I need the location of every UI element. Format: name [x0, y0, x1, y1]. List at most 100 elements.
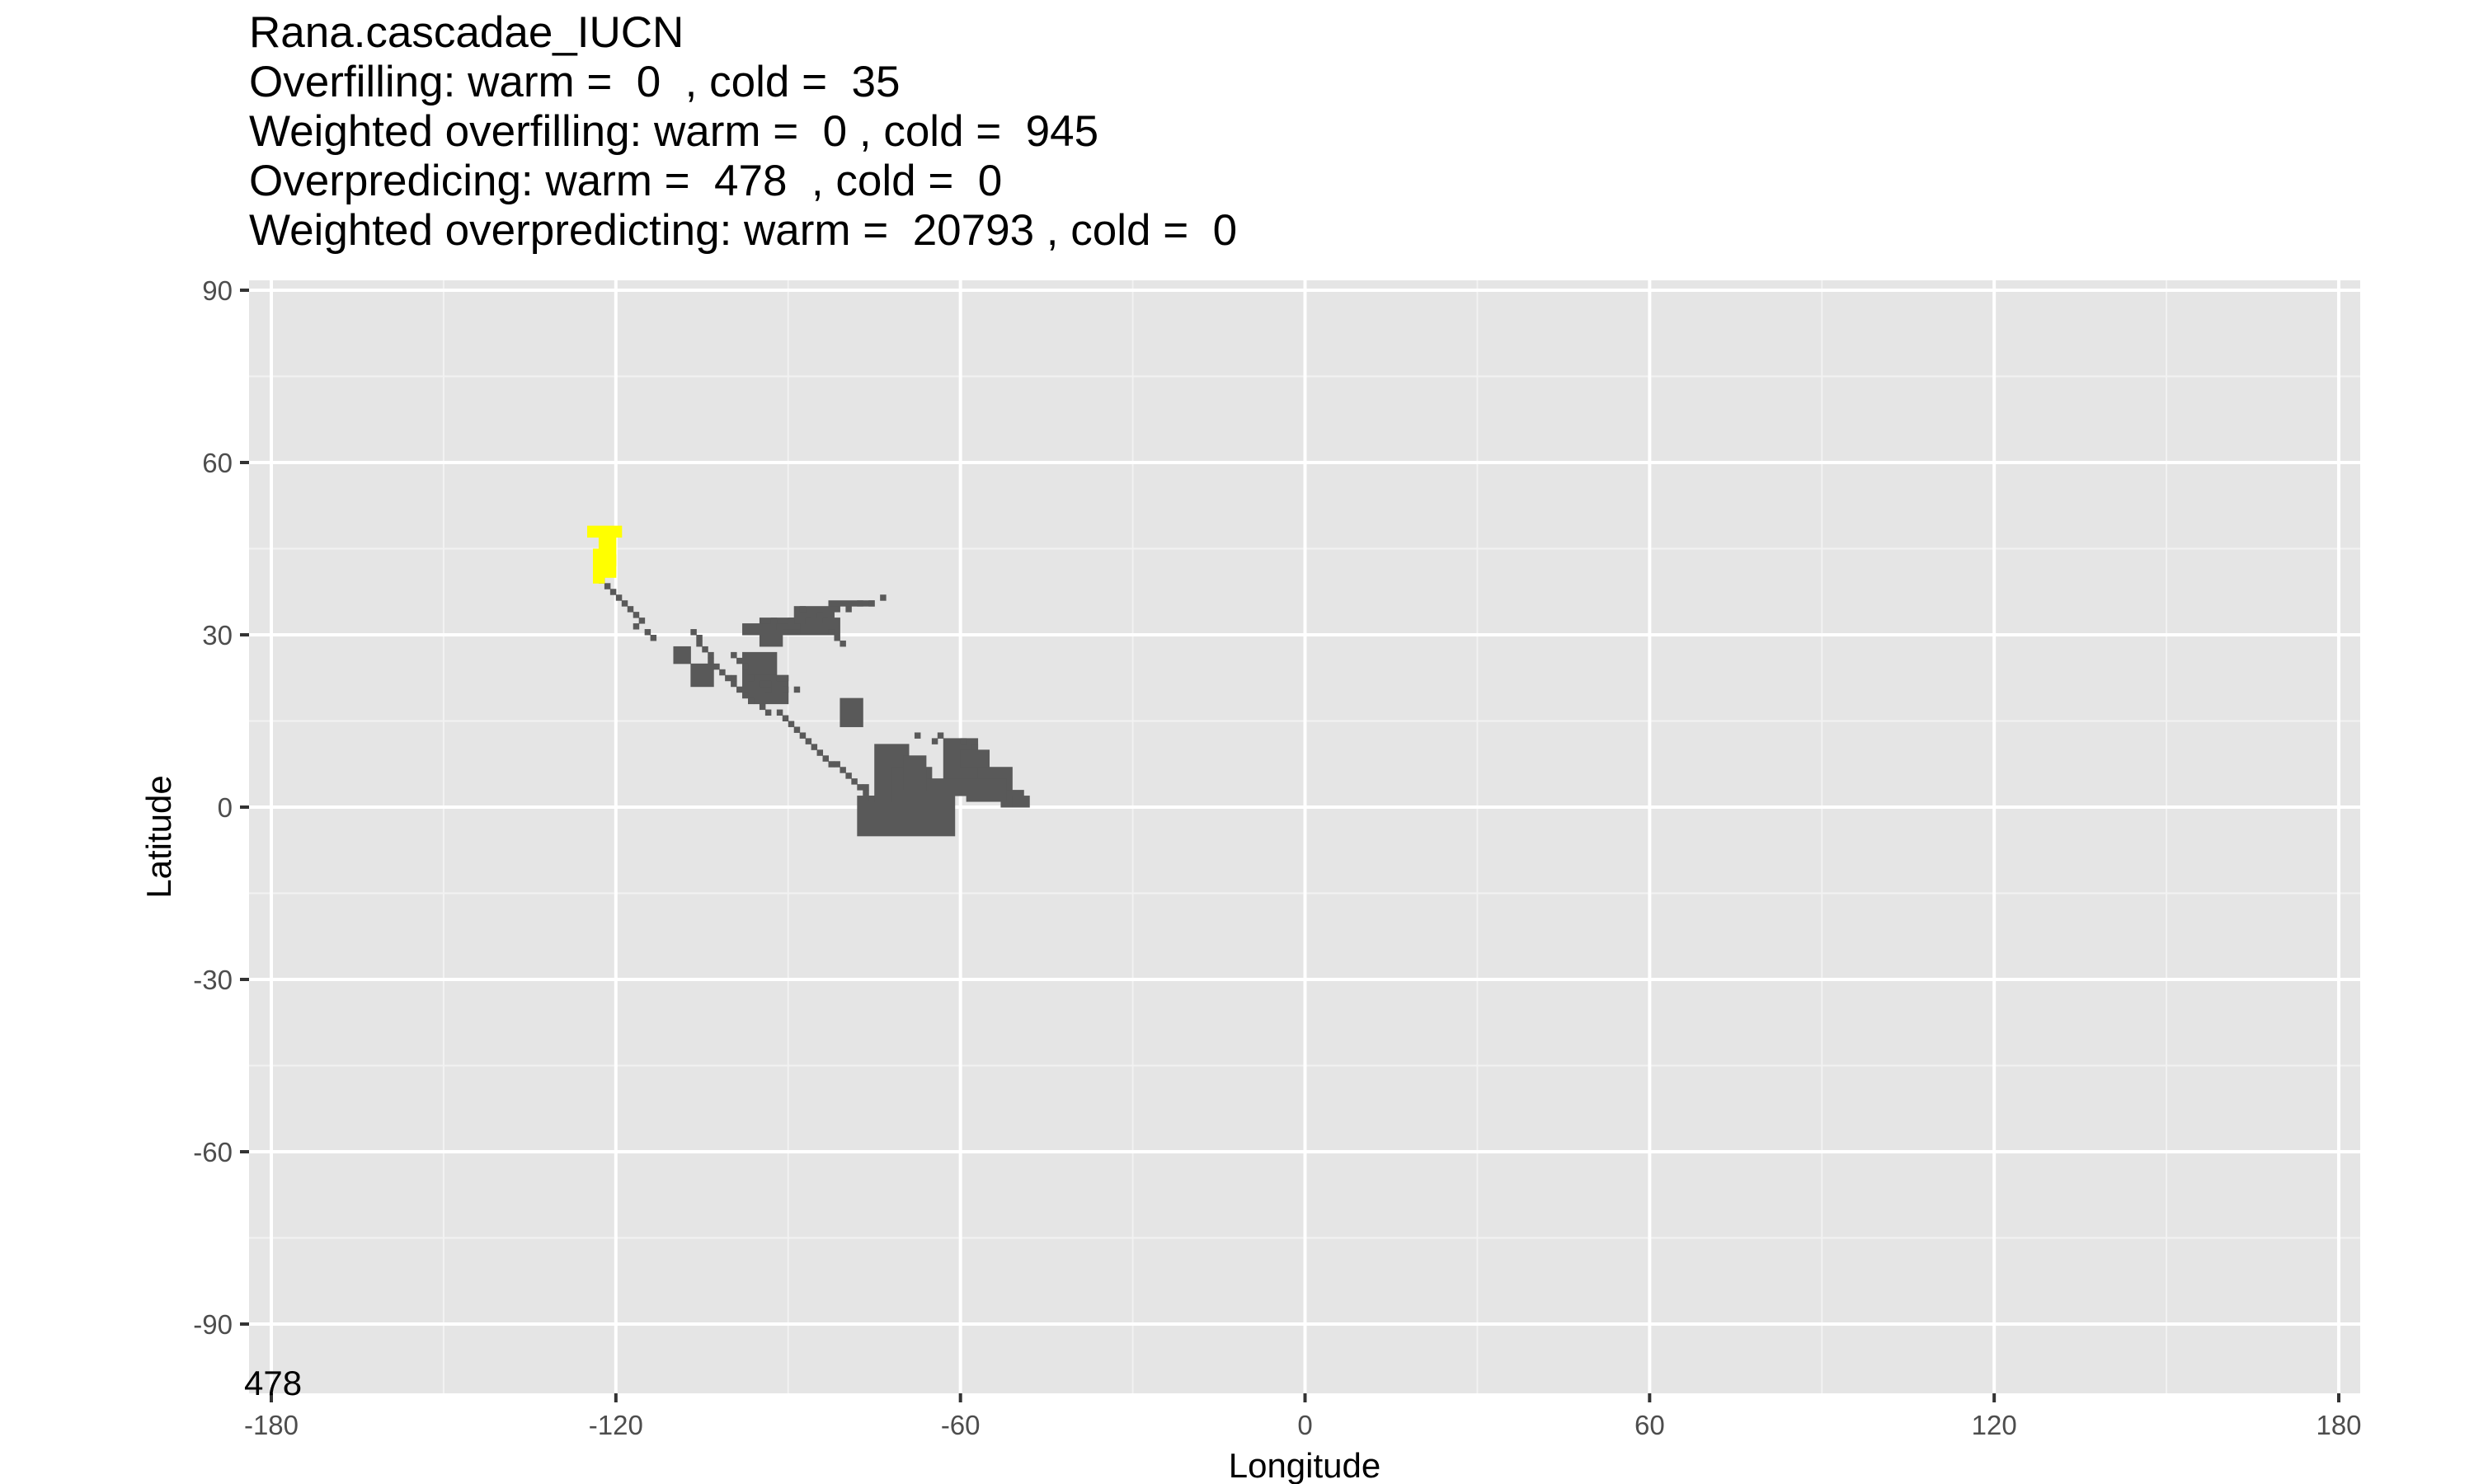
- x-tick-label: 60: [1634, 1410, 1665, 1440]
- range-cell-block: [1012, 796, 1030, 808]
- range-cell: [816, 749, 824, 756]
- range-cell: [748, 674, 755, 682]
- range-cell: [719, 669, 726, 676]
- x-tick-label: 120: [1972, 1410, 2017, 1440]
- overfill-cell-block: [592, 548, 605, 578]
- range-cell: [822, 618, 829, 624]
- range-cell: [805, 618, 812, 624]
- range-cell: [621, 600, 628, 607]
- y-axis-title: Latitude: [139, 775, 178, 898]
- y-tick-label: 60: [202, 448, 233, 478]
- y-tick-label: -90: [193, 1309, 233, 1340]
- range-cell-block: [828, 600, 875, 607]
- range-cell: [776, 623, 783, 630]
- range-cell: [793, 629, 801, 636]
- range-cell: [880, 594, 887, 601]
- y-tick-label: 30: [202, 620, 233, 650]
- subtitle-overfilling: Overfilling: warm = 0 , cold = 35: [249, 58, 901, 106]
- x-tick-label: -60: [941, 1410, 981, 1440]
- subtitle-weighted-overpredicting: Weighted overpredicting: warm = 20793 , …: [249, 206, 1238, 255]
- range-cell: [731, 651, 737, 659]
- range-cell: [638, 618, 646, 624]
- range-cell: [868, 600, 875, 607]
- y-tick-label: -30: [193, 965, 233, 995]
- subtitle-overpredicting: Overpredicing: warm = 478 , cold = 0: [249, 157, 1003, 205]
- range-cell: [764, 680, 772, 688]
- range-cell: [868, 796, 875, 802]
- y-tick-label: 90: [202, 275, 233, 306]
- range-cell: [615, 594, 623, 601]
- range-cell-block: [966, 778, 1007, 802]
- range-cell: [834, 761, 840, 768]
- x-tick-label: -120: [589, 1410, 643, 1440]
- range-cell: [644, 629, 651, 636]
- range-cell: [696, 640, 703, 647]
- range-cell: [776, 674, 783, 682]
- range-cell: [863, 790, 869, 796]
- x-tick-label: 180: [2316, 1410, 2361, 1440]
- range-cell: [696, 635, 703, 641]
- range-cell-group: [598, 577, 1030, 837]
- range-cell: [828, 629, 835, 636]
- range-cell: [793, 726, 801, 733]
- range-cell: [731, 680, 737, 688]
- range-cell: [834, 606, 840, 613]
- overfill-cell: [598, 577, 605, 584]
- axes: -180 -120 -60 0 60 120 180 90 60 30 0 -30 -60 -90: [193, 275, 2361, 1440]
- range-cell: [731, 674, 737, 682]
- range-cell: [627, 606, 634, 613]
- range-cell: [782, 686, 789, 693]
- range-cell: [782, 629, 789, 636]
- range-cell: [633, 612, 640, 618]
- overfill-cell-group: [587, 525, 623, 584]
- chart-title: Rana.cascadae_IUCN: [249, 8, 684, 57]
- range-cell: [713, 663, 720, 670]
- range-cell: [931, 738, 938, 744]
- range-cell: [764, 709, 772, 716]
- range-cell: [840, 767, 846, 773]
- subtitle-weighted-overfilling: Weighted overfilling: warm = 0 , cold = …: [249, 107, 1099, 156]
- range-cell: [793, 686, 801, 693]
- range-cell: [937, 732, 944, 739]
- range-cell: [845, 773, 852, 779]
- range-cell-block: [690, 663, 714, 688]
- y-tick-label: -60: [193, 1137, 233, 1167]
- x-tick-label: 0: [1297, 1410, 1312, 1440]
- range-cell: [914, 732, 921, 739]
- range-cell: [633, 623, 640, 630]
- range-cell: [857, 784, 863, 791]
- range-cell: [650, 635, 657, 641]
- range-cell: [834, 635, 840, 641]
- range-cell: [736, 657, 743, 665]
- range-cell: [742, 692, 749, 699]
- range-cell-block: [759, 635, 783, 647]
- range-cell: [708, 651, 714, 659]
- range-cell: [770, 618, 778, 624]
- range-cell: [805, 738, 812, 744]
- range-cell: [736, 686, 743, 693]
- range-cell: [840, 640, 846, 647]
- range-cell: [851, 778, 858, 785]
- range-cell-block: [857, 796, 956, 837]
- range-cell: [799, 732, 807, 739]
- range-cell: [759, 680, 766, 688]
- range-cell-block: [960, 749, 990, 768]
- range-cell: [822, 755, 829, 762]
- x-axis-title: Longitude: [1229, 1446, 1381, 1484]
- range-cell: [742, 663, 749, 670]
- panel-corner-label: 478: [244, 1364, 302, 1402]
- range-cell: [604, 583, 611, 589]
- range-cell-block: [840, 697, 863, 727]
- overfill-cell-block: [587, 525, 623, 538]
- range-cell: [863, 784, 869, 791]
- y-tick-label: 0: [218, 792, 233, 823]
- range-cell: [702, 646, 708, 653]
- range-cell: [759, 703, 766, 711]
- range-cell: [828, 761, 835, 768]
- range-cell: [764, 686, 772, 693]
- major-gridlines: [249, 280, 2360, 1393]
- range-cell: [799, 606, 807, 613]
- range-cell: [788, 629, 795, 636]
- x-tick-label: -180: [244, 1410, 299, 1440]
